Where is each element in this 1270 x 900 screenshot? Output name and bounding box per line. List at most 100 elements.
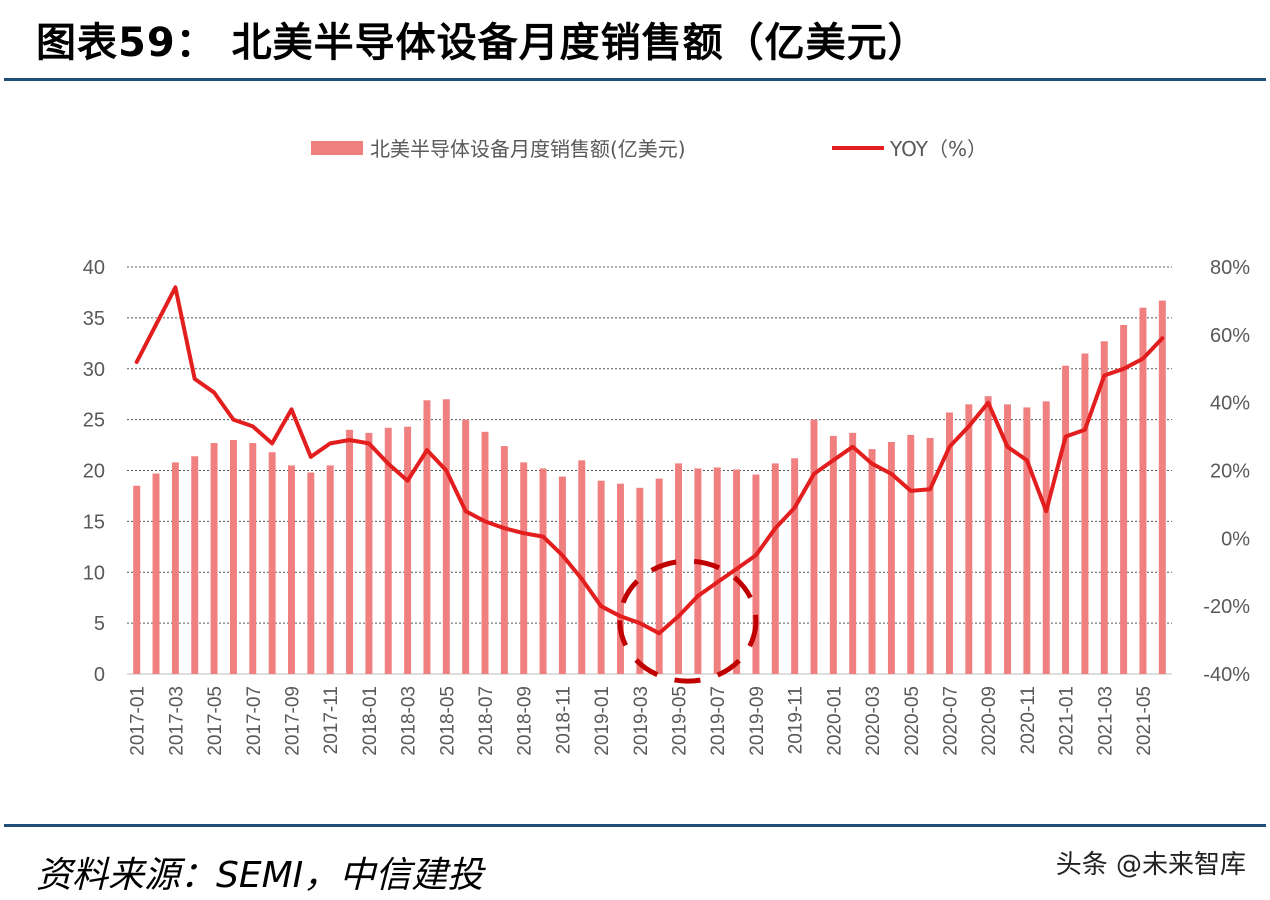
x-tick-label: 2020-05 — [902, 686, 923, 756]
x-tick-label: 2019-11 — [786, 686, 807, 754]
bar — [288, 465, 295, 674]
bar — [558, 476, 566, 674]
y-left-tick-label: 35 — [83, 308, 105, 330]
bar — [365, 432, 373, 674]
x-tick-label: 2017-03 — [166, 686, 187, 756]
bar — [191, 456, 199, 674]
bar — [945, 412, 953, 674]
x-tick-label: 2017-01 — [128, 686, 149, 756]
x-tick-label: 2021-03 — [1095, 686, 1116, 756]
x-tick-label: 2017-05 — [205, 686, 226, 756]
page-title: 图表59： 北美半导体设备月度销售额（亿美元） — [36, 20, 929, 66]
x-tick-label: 2020-07 — [940, 686, 961, 756]
watermark: 头条 @未来智库 — [1055, 850, 1246, 880]
x-tick-label: 2020-11 — [1018, 686, 1039, 754]
x-tick-label: 2017-09 — [282, 686, 303, 756]
bottom-divider — [4, 824, 1266, 827]
bar — [578, 460, 586, 674]
x-tick-label: 2019-05 — [670, 686, 691, 756]
bar — [636, 487, 644, 674]
bar — [655, 478, 663, 674]
bar — [713, 467, 721, 674]
bar — [481, 431, 489, 674]
bar — [268, 452, 276, 674]
x-tick-label: 2018-11 — [553, 686, 574, 754]
x-tick-label: 2017-11 — [321, 686, 342, 754]
y-left-tick-label: 15 — [83, 511, 105, 533]
bar — [1042, 401, 1050, 674]
top-divider — [4, 78, 1266, 81]
x-tick-label: 2018-05 — [437, 686, 458, 756]
bar — [984, 396, 992, 674]
bar — [675, 463, 683, 674]
bar — [752, 474, 760, 674]
x-tick-label: 2018-07 — [476, 686, 497, 756]
y-right-tick-label: 40% — [1210, 393, 1250, 415]
bar — [442, 399, 450, 674]
bar — [133, 485, 141, 674]
bar — [229, 439, 237, 674]
x-tick-label: 2019-01 — [592, 686, 613, 756]
chart: 0 5 10 15 20 25 30 35 40 -40% -20% 0% 20% 40% 60% 80% 20… — [83, 137, 1250, 756]
bar — [307, 472, 315, 674]
x-tick-label: 2018-03 — [399, 686, 420, 756]
y-left-tick-label: 25 — [83, 410, 105, 432]
y-right-tick-label: 60% — [1210, 325, 1250, 347]
bar — [1139, 307, 1147, 674]
bar — [500, 446, 508, 674]
bar — [829, 435, 837, 674]
bar — [597, 480, 605, 674]
y-right-tick-label: -20% — [1203, 596, 1250, 618]
bar — [694, 468, 702, 674]
y-right-tick-label: 20% — [1210, 461, 1250, 483]
bar — [868, 449, 876, 674]
y-left-tick-label: 40 — [83, 257, 105, 279]
x-tick-label: 2021-01 — [1057, 686, 1078, 756]
x-tick-label: 2019-07 — [708, 686, 729, 756]
x-tick-label: 2019-03 — [631, 686, 652, 756]
legend-bar-swatch — [311, 141, 363, 155]
x-tick-label: 2018-01 — [360, 686, 381, 756]
x-tick-label: 2019-09 — [747, 686, 768, 756]
legend-bar-label: 北美半导体设备月度销售额(亿美元) — [370, 137, 686, 161]
bar — [1120, 324, 1128, 674]
bar — [326, 465, 334, 674]
bar — [887, 442, 895, 674]
x-tick-label: 2020-01 — [824, 686, 845, 756]
bar — [210, 443, 218, 674]
bar — [346, 429, 354, 674]
legend-line-label: YOY（%） — [889, 137, 987, 161]
bar — [520, 462, 528, 674]
bar — [965, 404, 973, 674]
bar — [791, 458, 799, 674]
bar — [1023, 407, 1031, 674]
yoy-line — [134, 285, 1165, 636]
bar — [423, 400, 431, 674]
bar — [1004, 404, 1011, 674]
bar — [249, 443, 257, 674]
y-left-tick-label: 0 — [94, 664, 105, 686]
bar — [1100, 341, 1108, 674]
source-note: 资料来源：SEMI，中信建投 — [36, 855, 484, 896]
y-left-tick-label: 20 — [83, 461, 105, 483]
y-left-tick-label: 10 — [83, 562, 105, 584]
bar — [1158, 300, 1166, 674]
x-tick-label: 2017-07 — [244, 686, 265, 756]
bar — [462, 419, 470, 674]
y-right-tick-label: 80% — [1210, 257, 1250, 279]
bar — [152, 473, 160, 674]
x-tick-label: 2020-09 — [979, 686, 1000, 756]
bar — [907, 434, 915, 674]
bar — [539, 468, 547, 674]
x-tick-label: 2021-05 — [1134, 686, 1155, 756]
bar — [771, 463, 779, 674]
trough-highlight-circle — [617, 558, 759, 684]
y-left-tick-label: 5 — [94, 613, 105, 635]
y-right-tick-label: -40% — [1203, 664, 1250, 686]
bar — [1081, 353, 1089, 674]
y-left-tick-label: 30 — [83, 359, 105, 381]
x-tick-label: 2018-09 — [515, 686, 536, 756]
y-right-tick-label: 0% — [1221, 528, 1250, 550]
bar — [616, 483, 624, 674]
bar — [810, 419, 818, 674]
